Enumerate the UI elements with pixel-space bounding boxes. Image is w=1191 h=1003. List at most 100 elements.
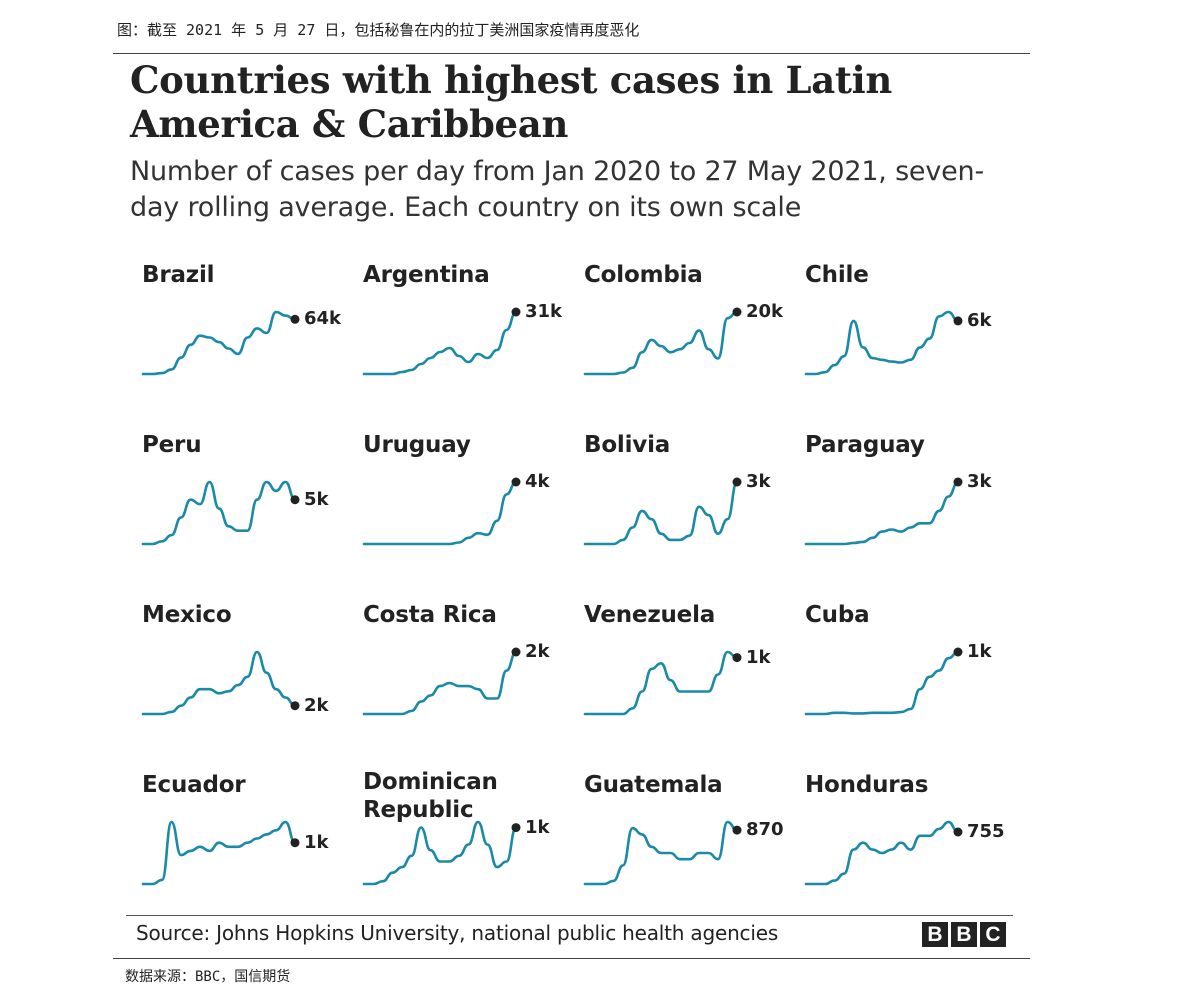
country-panel: Cuba 1k	[793, 600, 1008, 770]
cases-series-line	[804, 480, 960, 546]
latest-value-dot	[511, 307, 521, 317]
latest-value-label: 1k	[525, 816, 550, 838]
cases-series-line	[141, 310, 297, 376]
country-line-chart	[362, 647, 521, 716]
top-rule	[113, 53, 1030, 54]
latest-value-label: 1k	[967, 641, 992, 662]
country-line-chart	[583, 820, 742, 886]
country-line-chart	[141, 310, 300, 376]
country-name: Mexico	[142, 602, 232, 628]
latest-value-label: 1k	[746, 646, 771, 668]
country-name: Honduras	[805, 772, 929, 798]
cases-series-line	[141, 480, 297, 546]
latest-value-dot	[953, 827, 963, 837]
country-line-chart	[583, 650, 742, 716]
country-line-chart	[141, 650, 300, 716]
latest-value-label: 5k	[304, 488, 329, 510]
latest-value-label: 1k	[304, 831, 329, 853]
cases-series-line	[583, 820, 739, 886]
country-panel: Honduras 755	[793, 770, 1008, 940]
latest-value-dot	[290, 838, 300, 848]
country-name: Paraguay	[805, 432, 925, 458]
latest-value-label: 3k	[746, 471, 771, 492]
country-line-chart	[362, 477, 521, 546]
country-panel: Ecuador 1k	[130, 770, 345, 940]
chart-title: Countries with highest cases in Latin Am…	[130, 58, 893, 146]
data-source-footer: 数据来源：BBC，国信期货	[125, 969, 291, 985]
latest-value-dot	[732, 477, 742, 487]
country-name: Costa Rica	[363, 602, 497, 628]
country-line-chart	[804, 310, 963, 376]
country-panel: Chile 6k	[793, 260, 1008, 430]
cases-series-line	[362, 480, 518, 546]
cases-series-line	[362, 820, 518, 886]
latest-value-label: 755	[967, 820, 1005, 842]
country-name: Ecuador	[142, 772, 246, 798]
country-panel: Guatemala 870	[572, 770, 787, 940]
latest-value-dot	[732, 307, 742, 317]
latest-value-label: 4k	[525, 471, 550, 492]
cases-series-line	[362, 650, 518, 716]
cases-series-line	[583, 480, 739, 546]
cases-series-line	[141, 820, 297, 886]
country-panel: Mexico 2k	[130, 600, 345, 770]
country-name: Argentina	[363, 262, 490, 288]
country-line-chart	[804, 820, 963, 886]
bbc-logo-letter: C	[980, 922, 1006, 947]
latest-value-label: 3k	[967, 471, 992, 492]
country-line-chart	[583, 477, 742, 546]
country-name: Brazil	[142, 262, 215, 288]
country-name: Uruguay	[363, 432, 471, 458]
latest-value-label: 870	[746, 819, 784, 841]
country-panel: Bolivia 3k	[572, 430, 787, 600]
country-line-chart	[362, 307, 521, 376]
cases-series-line	[141, 650, 297, 716]
latest-value-dot	[511, 823, 521, 833]
source-note: Source: Johns Hopkins University, nation…	[136, 921, 779, 945]
country-name: Cuba	[805, 602, 870, 628]
country-panel: Costa Rica 2k	[351, 600, 566, 770]
country-panel: Uruguay 4k	[351, 430, 566, 600]
latest-value-dot	[953, 647, 963, 657]
source-rule	[126, 915, 1013, 916]
bbc-logo: B B C	[922, 922, 1006, 947]
figure-caption: 图：截至 2021 年 5 月 27 日，包括秘鲁在内的拉丁美洲国家疫情再度恶化	[117, 21, 640, 39]
latest-value-label: 31k	[525, 301, 563, 322]
cases-series-line	[362, 310, 518, 376]
latest-value-dot	[953, 477, 963, 487]
country-panel: Argentina 31k	[351, 260, 566, 430]
country-line-chart	[141, 480, 300, 546]
chart-subtitle: Number of cases per day from Jan 2020 to…	[130, 156, 984, 223]
latest-value-dot	[953, 316, 963, 326]
latest-value-label: 6k	[967, 309, 992, 331]
latest-value-dot	[290, 495, 300, 505]
country-name: Peru	[142, 432, 202, 458]
latest-value-dot	[290, 701, 300, 711]
latest-value-dot	[511, 477, 521, 487]
latest-value-dot	[732, 825, 742, 835]
latest-value-label: 20k	[746, 301, 784, 322]
country-panel: Dominican Republic 1k	[351, 769, 566, 940]
latest-value-dot	[732, 653, 742, 663]
cases-series-line	[583, 650, 739, 716]
cases-series-line	[804, 650, 960, 716]
country-line-chart	[583, 307, 742, 376]
latest-value-dot	[511, 647, 521, 657]
cases-series-line	[804, 310, 960, 376]
country-name: Dominican Republic	[363, 769, 498, 823]
latest-value-label: 64k	[304, 308, 342, 330]
latest-value-label: 2k	[304, 694, 329, 716]
country-panel: Paraguay 3k	[793, 430, 1008, 600]
latest-value-label: 2k	[525, 641, 550, 662]
country-line-chart	[362, 820, 521, 886]
country-line-chart	[804, 477, 963, 546]
country-panel: Peru 5k	[130, 430, 345, 600]
country-name: Venezuela	[584, 602, 716, 628]
cases-series-line	[804, 820, 960, 886]
country-line-chart	[141, 820, 300, 886]
country-panel: Brazil 64k	[130, 260, 345, 430]
bbc-logo-letter: B	[951, 922, 977, 947]
bbc-logo-letter: B	[922, 922, 948, 947]
bottom-rule	[113, 958, 1030, 959]
